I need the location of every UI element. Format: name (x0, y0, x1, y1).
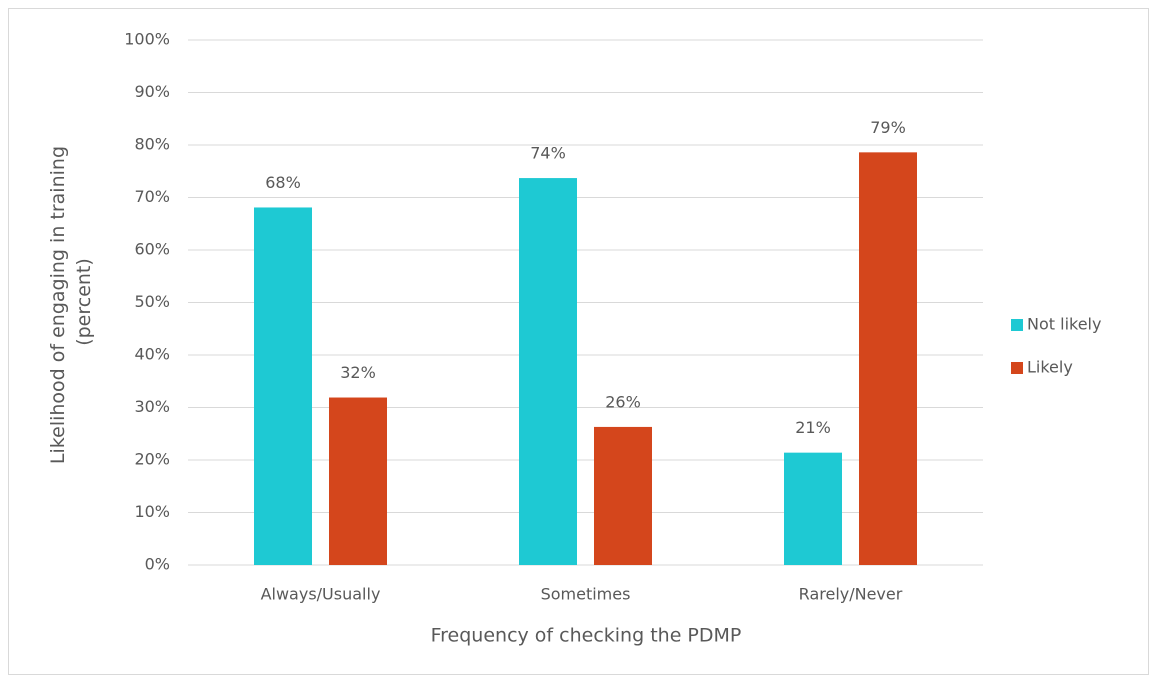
y-axis-title: Likelihood of engaging in training (perc… (47, 140, 95, 464)
y-tick-label: 80% (134, 135, 170, 154)
y-tick-label: 20% (134, 450, 170, 469)
y-tick-label: 100% (124, 30, 170, 49)
data-label: 74% (530, 144, 566, 163)
data-label: 68% (265, 173, 301, 192)
y-axis-title-line: (percent) (73, 258, 95, 346)
legend-label: Likely (1027, 358, 1073, 377)
bar (784, 452, 842, 565)
y-tick-label: 10% (134, 502, 170, 521)
data-label: 21% (795, 418, 831, 437)
y-tick-label: 70% (134, 187, 170, 206)
data-label: 26% (605, 392, 641, 411)
y-tick-label: 90% (134, 82, 170, 101)
bar (254, 207, 312, 565)
y-axis-title-line: Likelihood of engaging in training (47, 146, 69, 464)
x-tick-label: Sometimes (541, 585, 631, 604)
y-tick-label: 30% (134, 397, 170, 416)
data-label: 79% (870, 118, 906, 137)
data-label: 32% (340, 363, 376, 382)
y-tick-label: 0% (145, 555, 170, 574)
bar (519, 178, 577, 565)
x-tick-label: Rarely/Never (799, 585, 903, 604)
x-axis-title: Frequency of checking the PDMP (431, 625, 742, 647)
bar (594, 426, 652, 565)
legend-label: Not likely (1027, 315, 1101, 334)
x-tick-label: Always/Usually (261, 585, 381, 604)
bar (329, 397, 387, 565)
y-tick-label: 60% (134, 240, 170, 259)
legend-swatch (1011, 362, 1023, 374)
bar (859, 152, 917, 565)
y-tick-label: 50% (134, 292, 170, 311)
chart-border (8, 8, 1149, 675)
y-tick-label: 40% (134, 345, 170, 364)
legend-swatch (1011, 319, 1023, 331)
